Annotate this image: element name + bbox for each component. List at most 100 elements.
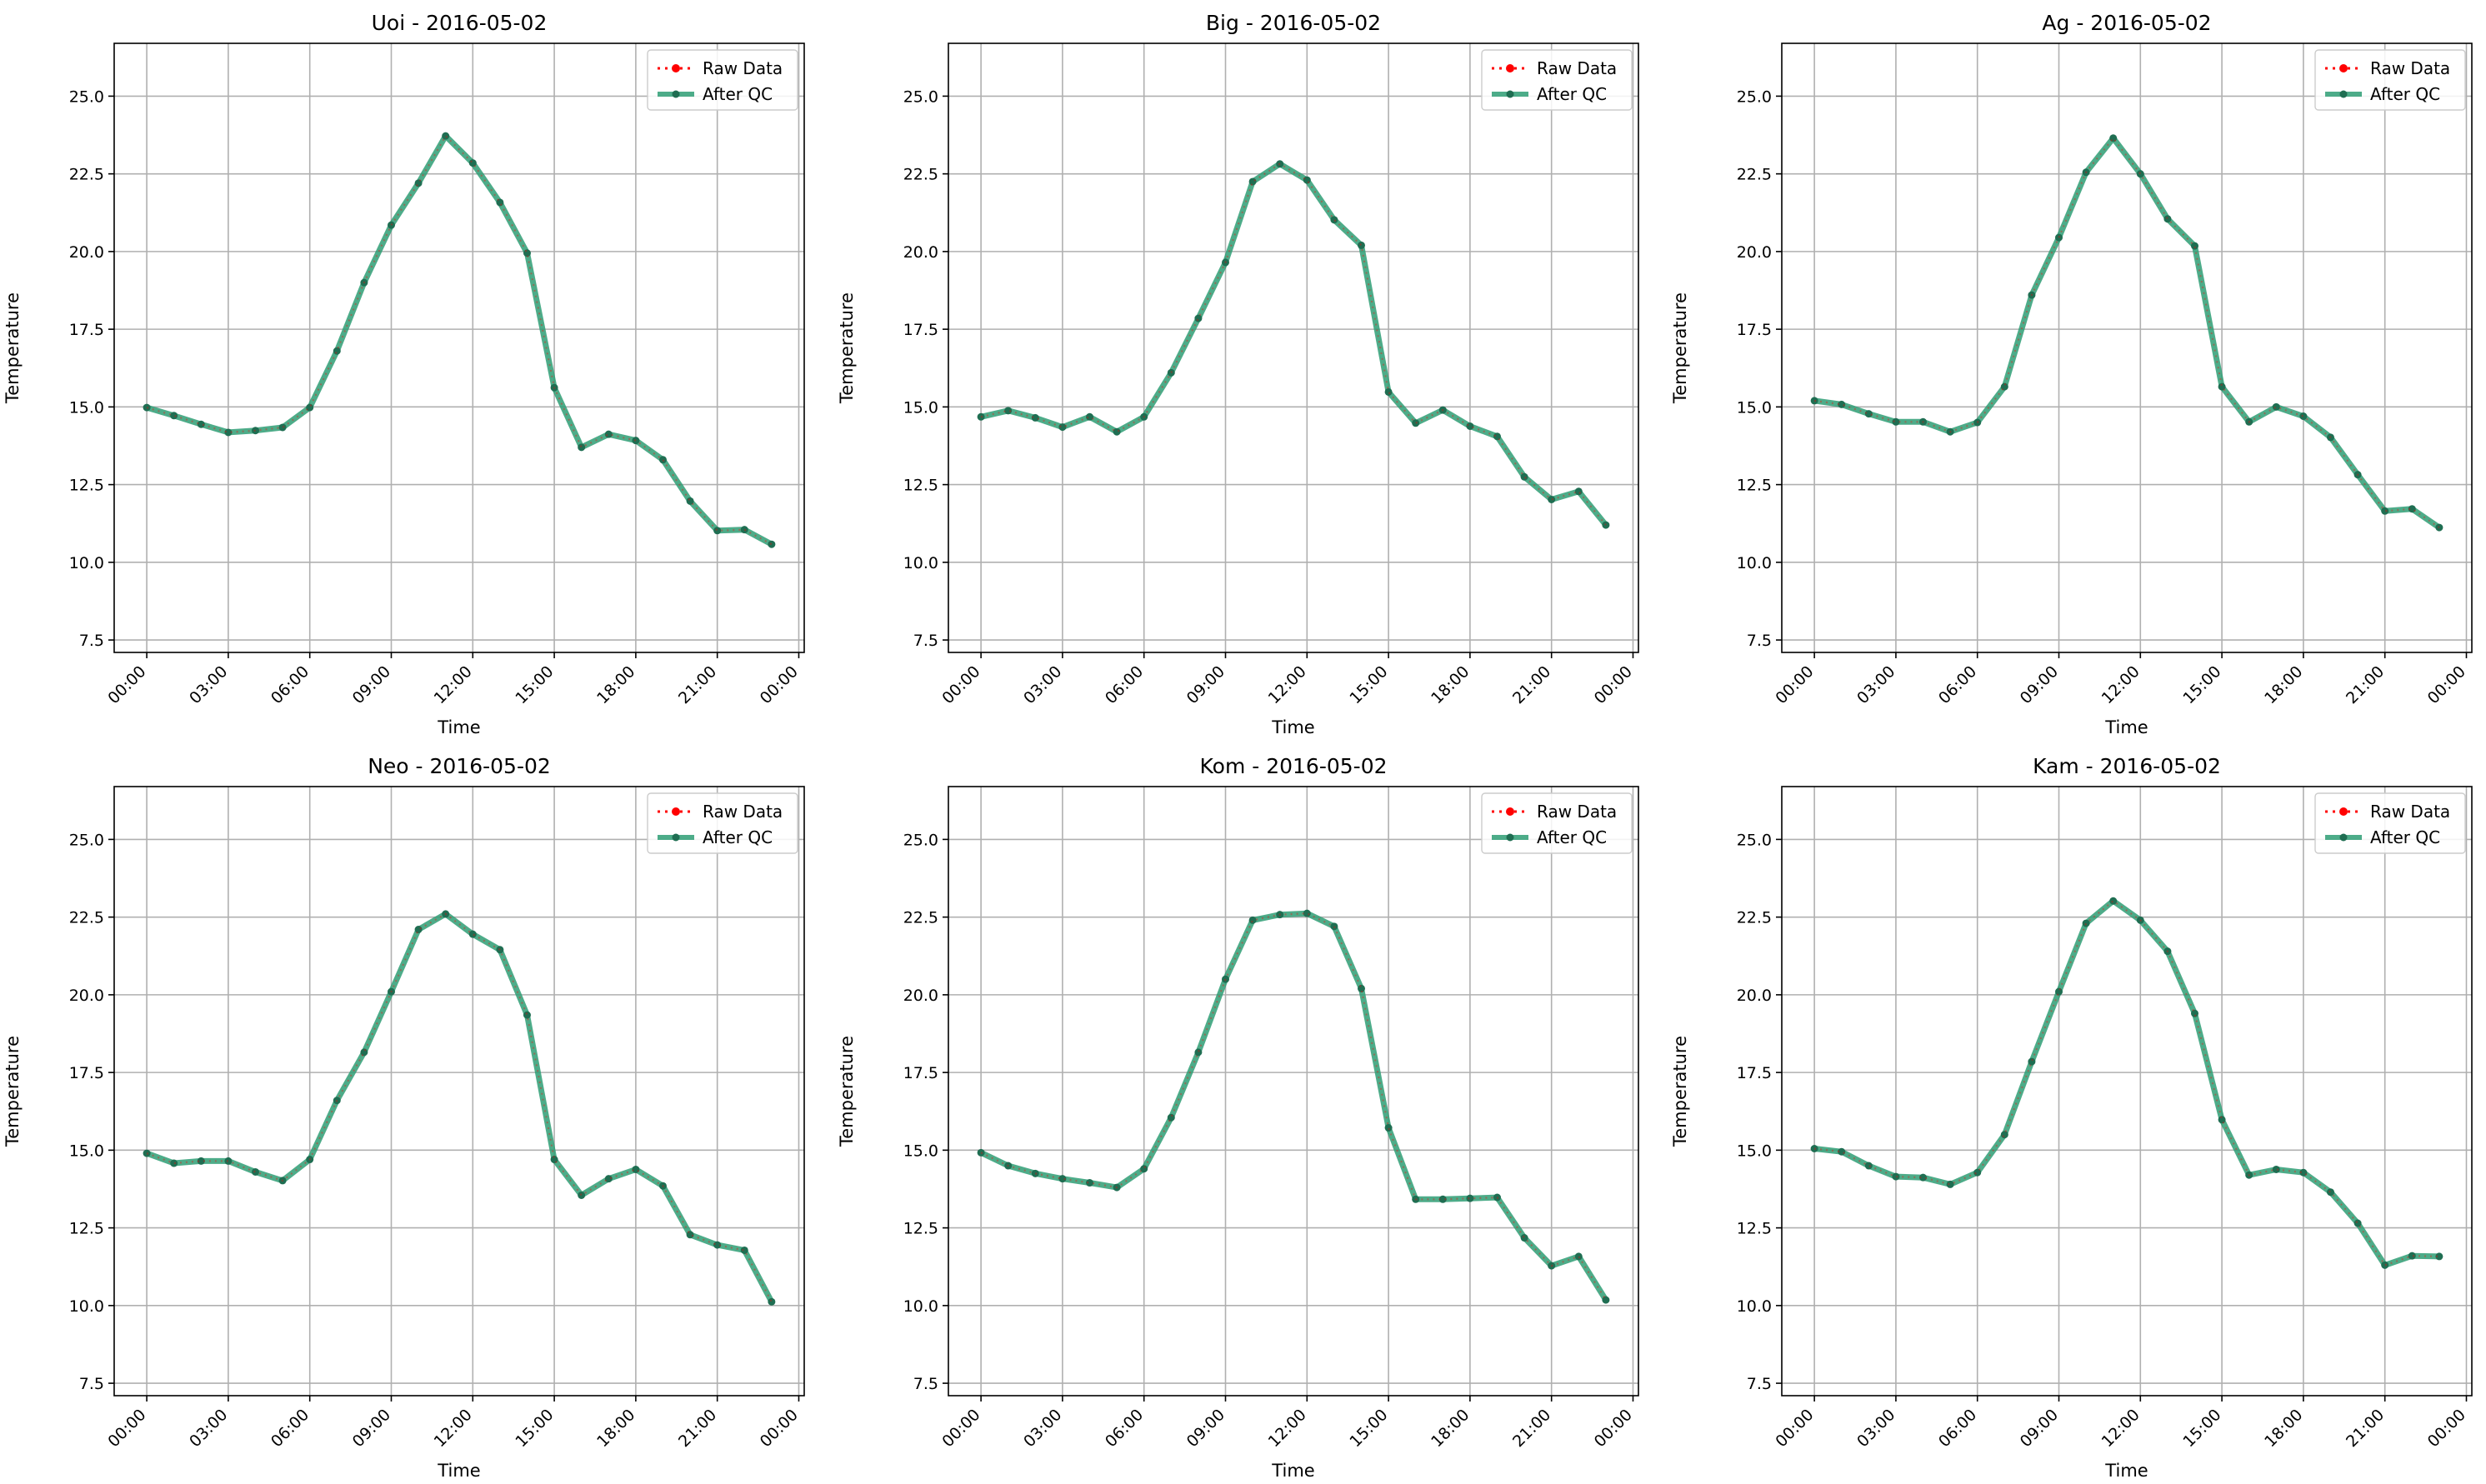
x-tick-label: 12:00 (431, 662, 476, 707)
after-qc-point (2028, 291, 2036, 299)
after-qc-point (1086, 1179, 1094, 1187)
legend-raw-marker (2339, 807, 2348, 816)
after-qc-point (1194, 1048, 1203, 1057)
series-after-qc-line (1811, 135, 2443, 531)
chart-panel: 00:00 03:00 06:00 09:00 12:00 15:00 18:00 21:00… (1670, 11, 2473, 737)
after-qc-point (1946, 1180, 1954, 1188)
after-qc-point (252, 427, 260, 435)
after-qc-point (2136, 170, 2144, 178)
x-tick-label: 09:00 (2017, 1406, 2062, 1451)
after-qc-point (1113, 1183, 1121, 1192)
after-qc-point (1548, 1262, 1556, 1270)
y-tick-label: 20.0 (69, 987, 104, 1005)
y-tick-label: 10.0 (1737, 554, 1772, 572)
x-tick-label: 00:00 (1772, 662, 1817, 707)
x-tick-label: 18:00 (593, 662, 638, 707)
y-tick-label: 12.5 (903, 477, 938, 495)
after-qc-point (1493, 1193, 1501, 1202)
after-qc-point (252, 1167, 260, 1176)
y-tick-label: 15.0 (1737, 398, 1772, 417)
x-axis-label: Time (2104, 1461, 2148, 1481)
after-qc-point (713, 527, 722, 535)
y-tick-label: 25.0 (903, 87, 938, 106)
after-qc-point (1864, 410, 1873, 418)
x-tick-label: 03:00 (1853, 662, 1898, 707)
after-qc-point (632, 1165, 640, 1173)
x-tick-label: 06:00 (1102, 1406, 1147, 1451)
after-qc-point (2435, 1252, 2443, 1261)
after-qc-point (197, 420, 205, 428)
after-qc-point (1194, 314, 1203, 322)
after-qc-point (1919, 417, 1928, 426)
after-qc-point (170, 412, 178, 420)
x-tick-label: 15:00 (512, 662, 557, 707)
after-qc-point (2163, 215, 2172, 223)
x-tick-label: 06:00 (1102, 662, 1147, 707)
y-tick-label: 22.5 (69, 166, 104, 184)
series-raw-data-line (146, 912, 773, 1302)
after-qc-point (550, 1156, 558, 1164)
after-qc-point (2435, 523, 2443, 532)
x-tick-label: 09:00 (349, 1406, 394, 1451)
after-qc-point (658, 456, 667, 464)
after-qc-point (2245, 1171, 2253, 1179)
y-axis-label: Temperature (3, 292, 23, 404)
after-qc-point (197, 1157, 205, 1165)
after-qc-point (143, 403, 151, 412)
after-qc-point (1303, 176, 1311, 184)
chart-title: Kom - 2016-05-02 (1200, 754, 1388, 778)
after-qc-point (1384, 387, 1393, 396)
after-qc-point (2218, 382, 2226, 391)
y-tick-label: 10.0 (1737, 1297, 1772, 1316)
y-tick-label: 20.0 (903, 243, 938, 262)
x-tick-label: 18:00 (593, 1406, 638, 1451)
after-qc-point (2163, 947, 2172, 956)
y-tick-label: 17.5 (1737, 321, 1772, 339)
y-tick-label: 12.5 (69, 477, 104, 495)
after-qc-point (333, 1097, 341, 1105)
legend: Raw Data After QC (2314, 49, 2466, 111)
legend-raw-label: Raw Data (1537, 58, 1617, 78)
after-qc-point (604, 1175, 613, 1183)
x-axis-label: Time (1271, 717, 1314, 737)
x-tick-label: 09:00 (1183, 662, 1228, 707)
series-after-qc-line (978, 161, 1609, 528)
y-tick-label: 7.5 (913, 1375, 938, 1393)
after-qc-point (1973, 418, 1982, 427)
x-tick-label: 21:00 (675, 1406, 720, 1451)
legend-raw-marker (1506, 64, 1514, 72)
after-qc-point (2000, 1131, 2008, 1139)
legend-qc-label: After QC (703, 84, 773, 104)
after-qc-point (1276, 911, 1284, 919)
y-tick-label: 15.0 (69, 1142, 104, 1160)
legend-qc-label: After QC (703, 827, 773, 847)
x-tick-label: 18:00 (2261, 662, 2306, 707)
after-qc-point (2136, 916, 2144, 924)
x-tick-label: 00:00 (2424, 662, 2469, 707)
x-tick-label: 21:00 (675, 662, 720, 707)
x-tick-label: 21:00 (1509, 1406, 1554, 1451)
x-tick-label: 12:00 (2098, 1406, 2143, 1451)
chart-title: Ag - 2016-05-02 (2042, 11, 2211, 35)
legend-raw-marker (1506, 807, 1514, 816)
series-raw-data-line (980, 162, 1607, 526)
series-after-qc-line (978, 910, 1609, 1303)
legend: Raw Data After QC (647, 792, 798, 854)
legend-raw-label: Raw Data (703, 802, 783, 822)
after-qc-point (1276, 160, 1284, 168)
after-qc-point (2272, 1165, 2280, 1173)
y-tick-label: 15.0 (903, 1142, 938, 1160)
x-tick-label: 12:00 (431, 1406, 476, 1451)
after-qc-point (1303, 909, 1311, 917)
x-axis-label: Time (1271, 1461, 1314, 1481)
series-after-qc-line (143, 911, 775, 1305)
y-tick-label: 22.5 (903, 909, 938, 927)
y-axis-label: Temperature (3, 1036, 23, 1147)
after-qc-point (414, 179, 423, 187)
after-qc-point (2326, 1188, 2334, 1197)
after-qc-point (360, 1048, 368, 1057)
legend-raw-label: Raw Data (1537, 802, 1617, 822)
after-qc-point (2408, 1252, 2416, 1260)
after-qc-point (2082, 168, 2090, 177)
y-tick-label: 15.0 (903, 398, 938, 417)
